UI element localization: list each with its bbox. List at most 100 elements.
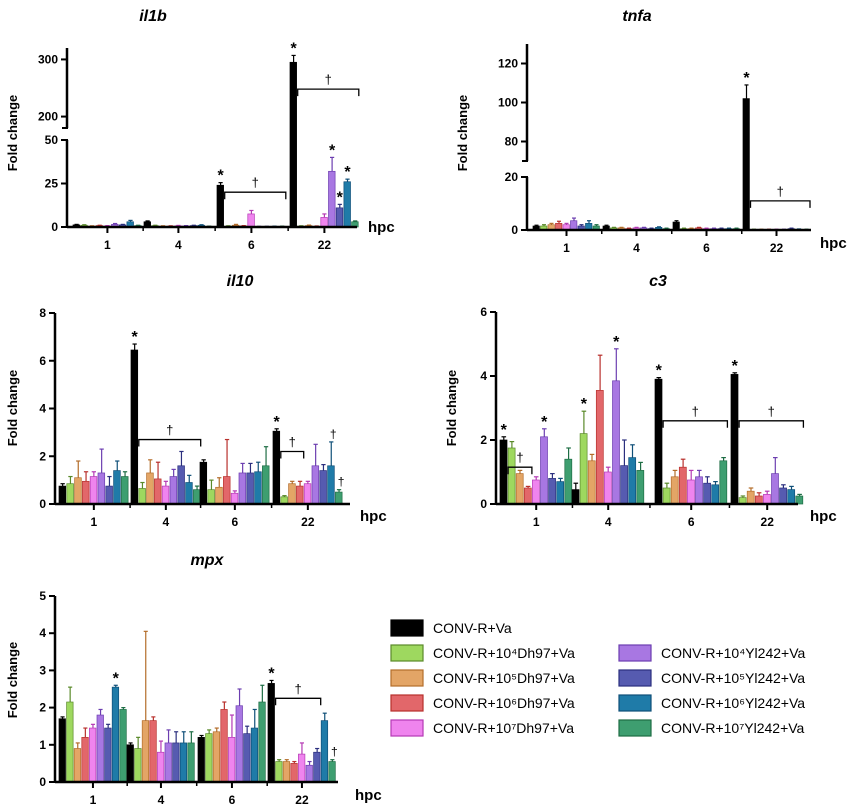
legend-swatch: [390, 719, 424, 737]
significance-star: *: [217, 168, 224, 185]
bar: [199, 461, 208, 505]
bar: [612, 380, 620, 505]
significance-dagger: †: [338, 475, 345, 489]
bar: [97, 472, 106, 505]
bar: [604, 471, 612, 505]
bar: [66, 483, 74, 505]
bar: [507, 447, 516, 505]
legend-label: CONV-R+10⁶Dh97+Va: [433, 695, 575, 711]
x-tick-label: 6: [229, 793, 236, 807]
bar: [654, 378, 663, 505]
y-tick-label: 100: [498, 96, 518, 110]
y-axis-label: Fold change: [5, 370, 20, 447]
bar: [628, 457, 637, 505]
legend-item: CONV-R+10⁴Yl242+Va: [618, 644, 805, 662]
legend-swatch: [618, 719, 652, 737]
bar: [220, 709, 228, 783]
bar: [595, 390, 604, 505]
bar: [636, 470, 645, 505]
significance-star: *: [337, 189, 344, 206]
bar: [313, 751, 321, 783]
legend-item: CONV-R+10⁴Dh97+Va: [390, 644, 575, 662]
bar: [787, 489, 796, 505]
y-tick-label: 4: [39, 626, 46, 640]
significance-star: *: [274, 414, 281, 431]
legend-label: CONV-R+10⁴Yl242+Va: [661, 645, 805, 661]
plot-area: 0 2 4 6 8 1 4 6 22 * * † † † †: [39, 306, 350, 529]
bar: [154, 478, 162, 505]
y-tick-label: 0: [39, 775, 46, 789]
significance-star: *: [268, 665, 275, 682]
bar: [303, 483, 312, 505]
panel-tnfa: tnfa Fold change hpc 0 20 80 100 120 1 4 6 22 * †: [455, 8, 847, 255]
significance-dagger: †: [166, 423, 173, 438]
legend-swatch: [390, 644, 424, 662]
bar: [556, 481, 565, 505]
bar: [130, 349, 139, 505]
x-tick-label: 6: [688, 515, 695, 529]
significance-star: *: [541, 414, 548, 431]
bar: [205, 733, 213, 783]
significance-star: *: [581, 396, 588, 413]
x-tick-label: 4: [175, 238, 182, 252]
bar: [620, 465, 628, 505]
panel-title: il1b: [139, 8, 167, 25]
legend-item: CONV-R+10⁵Yl242+Va: [618, 669, 805, 687]
bar: [177, 465, 185, 505]
significance-star: *: [743, 70, 750, 87]
bar: [343, 181, 351, 228]
bar: [335, 207, 344, 228]
y-axis-label: Fold change: [444, 370, 459, 447]
bar: [193, 489, 201, 505]
significance-star: *: [113, 670, 120, 687]
bar: [730, 374, 739, 505]
bar: [282, 761, 291, 783]
bar: [82, 480, 90, 505]
bar: [157, 751, 165, 783]
significance-bracket: [274, 697, 322, 706]
legend-item: CONV-R+10⁷Yl242+Va: [618, 719, 805, 737]
bar: [570, 220, 578, 231]
bar: [320, 217, 328, 228]
y-axis-label: Fold change: [5, 95, 20, 172]
y-tick-label: 0: [39, 497, 46, 511]
bar: [223, 476, 231, 505]
significance-star: *: [613, 334, 620, 351]
bar: [670, 476, 679, 505]
legend-swatch: [390, 694, 424, 712]
significance-bracket: [224, 191, 287, 200]
x-tick-label: 4: [633, 241, 640, 255]
bar: [164, 742, 172, 783]
x-tick-label: 1: [563, 241, 570, 255]
bar: [746, 490, 755, 505]
y-tick-label: 2: [39, 701, 46, 715]
x-tick-label: 4: [605, 515, 612, 529]
panel-c3: c3 Fold change hpc 0 2 4 6 1 4 6 22 * * * * * * † † †: [444, 273, 837, 529]
panel-title: tnfa: [622, 8, 651, 25]
bar: [141, 720, 150, 783]
bar: [719, 460, 728, 505]
bar: [161, 485, 170, 505]
y-tick-label: 5: [39, 589, 46, 603]
panel-mpx: mpx Fold change hpc 0 1 2 3 4 5 1 4 6 22 * * † †: [5, 552, 382, 807]
x-tick-label: 6: [248, 238, 255, 252]
legend-item: CONV-R+10⁵Dh97+Va: [390, 669, 575, 687]
bar: [58, 718, 66, 783]
bar: [113, 470, 121, 505]
x-tick-label: 4: [158, 793, 165, 807]
bar: [662, 487, 671, 505]
bar: [703, 482, 711, 505]
significance-dagger: †: [777, 184, 784, 199]
bar: [111, 686, 120, 783]
legend-item: CONV-R+10⁶Yl242+Va: [618, 694, 805, 712]
legend-swatch: [390, 669, 424, 687]
bar: [172, 742, 180, 783]
significance-star: *: [656, 363, 663, 380]
significance-star: *: [132, 329, 139, 346]
significance-star: *: [344, 164, 351, 181]
x-axis-label: hpc: [368, 219, 395, 236]
x-tick-label: 22: [301, 515, 315, 529]
bar: [328, 170, 336, 228]
x-tick-label: 22: [295, 793, 309, 807]
